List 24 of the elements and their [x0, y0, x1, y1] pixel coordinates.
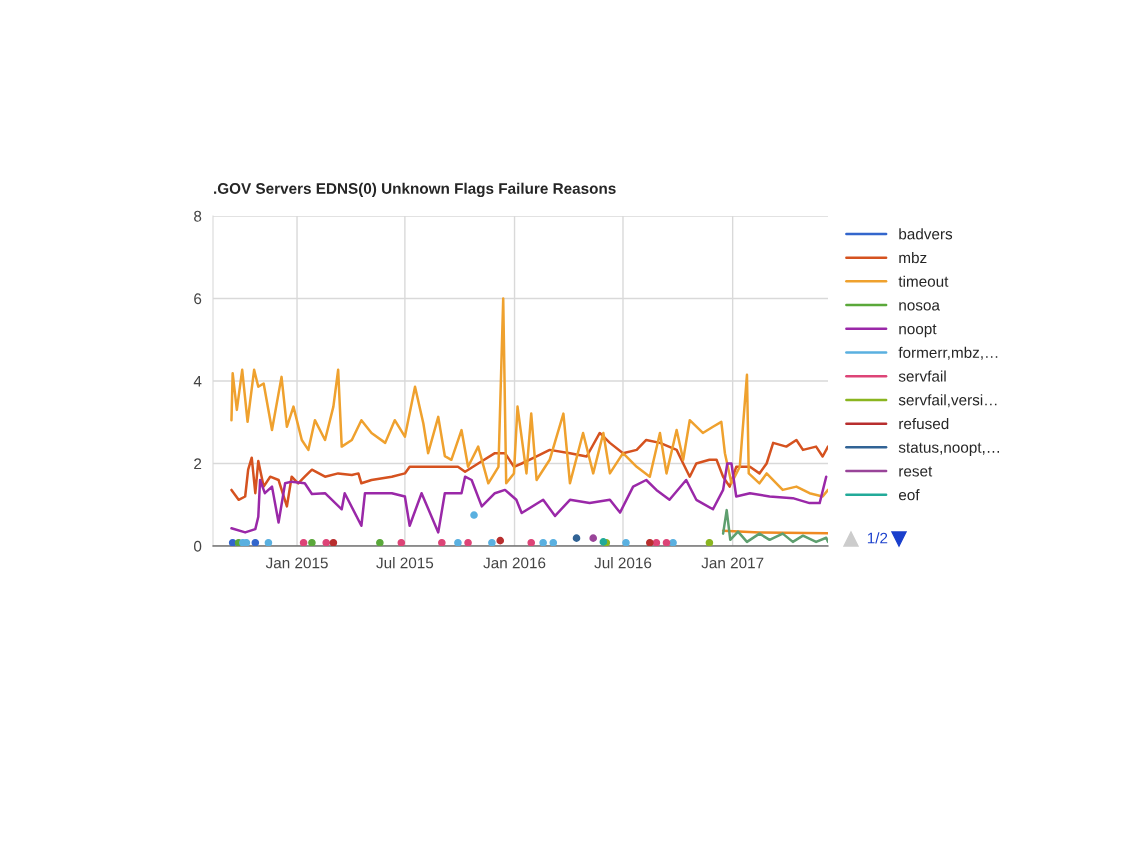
legend-label: refused — [899, 417, 949, 430]
text: 1/2 — [867, 532, 888, 544]
y-tick-label: 4 — [193, 376, 202, 387]
legend-label: reset — [899, 466, 933, 477]
y-tick-label: 2 — [194, 458, 202, 470]
x-tick-label: Jan 2015 — [265, 557, 328, 569]
y-tick-label: 6 — [194, 293, 202, 305]
legend-label: formerr,mbz,… — [898, 346, 998, 360]
y-tick-label: 8 — [194, 210, 202, 222]
legend-label: eof — [898, 489, 920, 501]
legend-label: servfail,versi… — [898, 394, 997, 408]
legend-label: timeout — [898, 275, 949, 287]
legend-label: servfail — [898, 370, 946, 382]
x-tick-label: Jul 2015 — [376, 557, 434, 569]
legend-label: mbz — [899, 251, 927, 264]
chart-title: .GOV Servers EDNS(0) Unknown Flags Failure Reasons — [214, 182, 616, 198]
legend-label: status,noopt,… — [898, 442, 999, 456]
legend-label: nosoa — [899, 302, 940, 311]
x-tick-label: Jan 2016 — [483, 557, 546, 569]
x-tick-label: Jan 2017 — [701, 557, 764, 569]
legend-label: badvers — [899, 228, 953, 240]
x-tick-label: Jul 2016 — [594, 557, 652, 569]
y-tick-label: 0 — [193, 540, 202, 552]
legend-label: noopt — [899, 324, 937, 338]
